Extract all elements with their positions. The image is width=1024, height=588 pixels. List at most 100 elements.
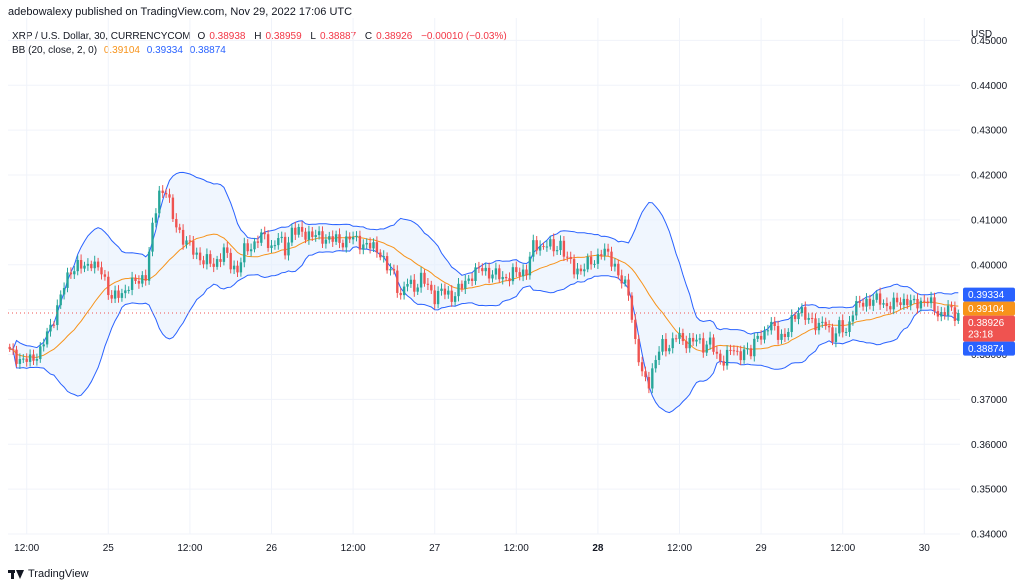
- candle: [270, 239, 273, 253]
- candle: [787, 328, 790, 341]
- candle: [137, 275, 141, 289]
- candle-body: [73, 271, 76, 275]
- candle: [338, 228, 341, 249]
- candle-body: [297, 226, 300, 235]
- candle: [59, 290, 62, 309]
- candle-body: [8, 346, 11, 350]
- y-tick-label: 0.40000: [971, 260, 1008, 271]
- candle-body: [392, 268, 396, 271]
- candle-body: [763, 330, 766, 340]
- candle-body: [175, 218, 178, 228]
- candle: [589, 250, 593, 270]
- candle-body: [528, 256, 532, 276]
- candle: [253, 237, 256, 253]
- candle-body: [790, 315, 793, 332]
- candle: [171, 194, 175, 223]
- candle: [634, 314, 637, 345]
- candle: [222, 243, 226, 266]
- candle: [266, 230, 270, 252]
- candle: [759, 330, 763, 345]
- candle-body: [338, 234, 341, 243]
- candle: [62, 282, 66, 300]
- candle-body: [307, 231, 311, 240]
- price-label-value: 0.39334: [968, 290, 1005, 301]
- candle-body: [787, 331, 790, 337]
- bb-indicator-name[interactable]: BB (20, close, 2, 0): [12, 45, 98, 56]
- candle: [365, 238, 368, 249]
- candle: [382, 250, 385, 263]
- price-label-value: 0.38874: [968, 344, 1005, 355]
- candle-body: [902, 298, 906, 306]
- candle-body: [467, 278, 470, 281]
- candle-body: [916, 298, 919, 309]
- candle-body: [538, 246, 542, 251]
- x-tick-day: 30: [919, 543, 931, 554]
- candle: [175, 213, 178, 233]
- candle: [562, 236, 566, 261]
- candle: [35, 353, 39, 366]
- candle: [324, 234, 328, 249]
- candle-body: [766, 330, 770, 332]
- candle: [719, 349, 722, 365]
- candle-body: [664, 338, 668, 352]
- candle-body: [460, 283, 464, 289]
- candle-body: [430, 284, 433, 291]
- candle-body: [345, 236, 348, 248]
- candle: [746, 342, 749, 355]
- y-tick-label: 0.44000: [971, 81, 1008, 92]
- candle: [385, 252, 389, 274]
- candle-body: [280, 236, 283, 239]
- candle-body: [304, 231, 307, 240]
- candle: [212, 257, 215, 273]
- candle-body: [668, 348, 671, 352]
- candle: [168, 188, 171, 203]
- candle: [103, 269, 107, 281]
- candle: [181, 224, 185, 250]
- candle: [202, 255, 205, 269]
- candle: [113, 285, 117, 304]
- candle-body: [474, 267, 477, 282]
- candle: [525, 264, 528, 280]
- candle-body: [321, 231, 324, 244]
- candle-body: [586, 256, 589, 270]
- footer-brand[interactable]: TradingView: [8, 568, 89, 580]
- candle: [249, 243, 253, 257]
- bollinger-bands: [9, 171, 959, 414]
- candle: [215, 255, 219, 270]
- candle: [416, 283, 419, 296]
- symbol-description[interactable]: XRP / U.S. Dollar, 30, CURRENCYCOM: [12, 31, 191, 42]
- x-tick-time: 12:00: [14, 543, 39, 554]
- candle-body: [878, 293, 882, 305]
- candle-body: [736, 350, 739, 352]
- candle: [484, 262, 487, 276]
- candle: [644, 366, 647, 382]
- candle-body: [402, 286, 406, 296]
- candle-body: [110, 295, 113, 299]
- candle: [868, 294, 872, 310]
- candle-body: [331, 236, 334, 242]
- candle-body: [559, 240, 562, 251]
- candle: [861, 298, 865, 311]
- candle-body: [35, 359, 39, 361]
- candle: [443, 283, 447, 300]
- candle-body: [739, 351, 742, 361]
- candle-body: [515, 267, 518, 273]
- candle-body: [134, 277, 137, 282]
- candle: [606, 243, 610, 257]
- candle: [919, 297, 923, 312]
- x-tick-day: 26: [266, 543, 278, 554]
- candle: [827, 320, 831, 333]
- candle-body: [86, 263, 90, 266]
- candle: [545, 240, 549, 252]
- candle-body: [283, 236, 287, 256]
- candle-body: [42, 344, 45, 347]
- price-label-bg: [963, 315, 1015, 342]
- candle: [232, 260, 236, 275]
- candle-body: [807, 317, 810, 320]
- candle-body: [205, 254, 209, 265]
- candle: [923, 294, 926, 307]
- candle: [93, 255, 96, 274]
- candle: [722, 355, 725, 371]
